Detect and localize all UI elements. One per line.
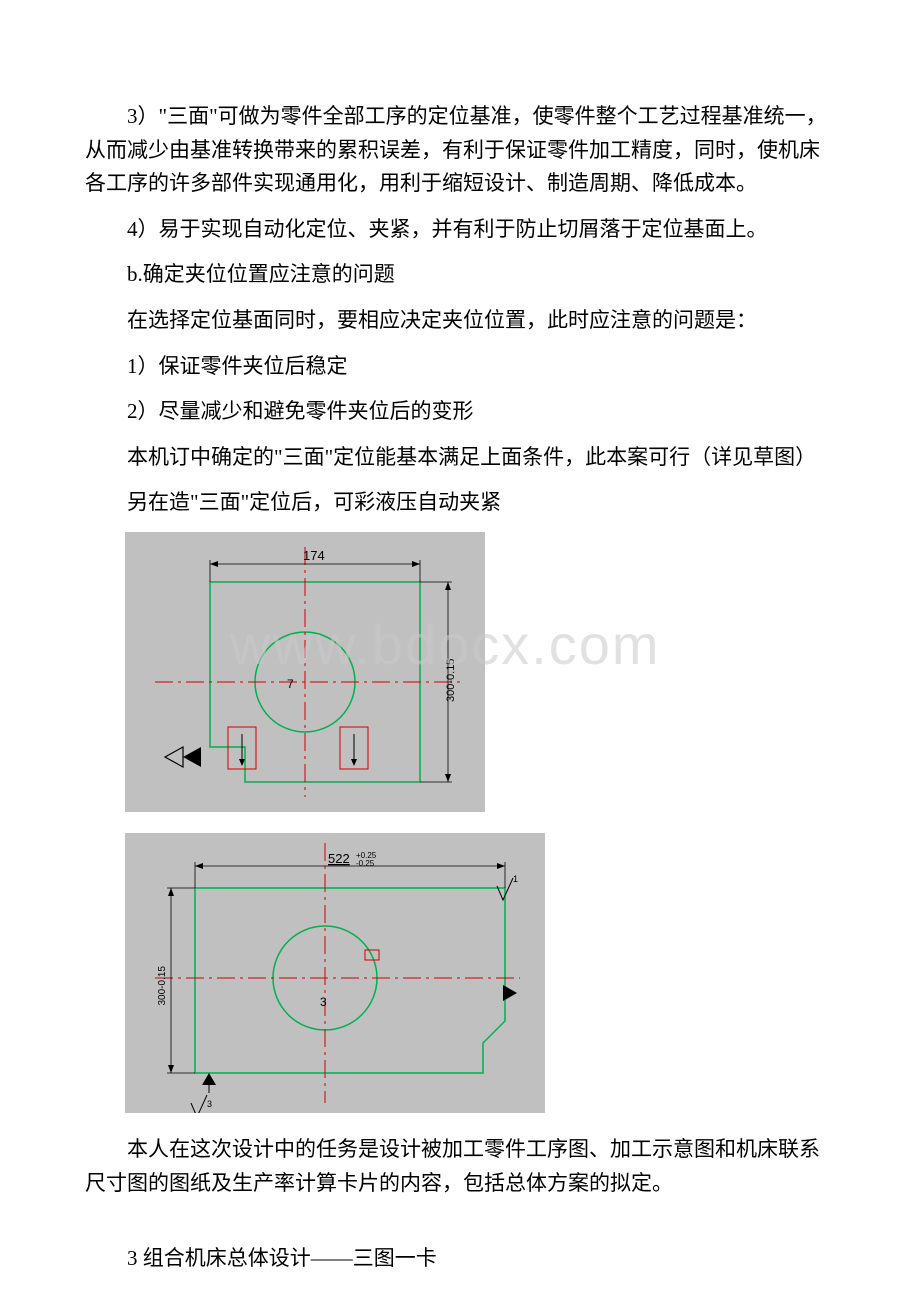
- svg-text:-0.25: -0.25: [356, 859, 375, 868]
- svg-text:300-0.15: 300-0.15: [445, 659, 457, 702]
- svg-text:3: 3: [207, 1099, 212, 1109]
- figure-1-drawing: 7 174 300-0.15: [125, 532, 485, 812]
- paragraph-3: 3）"三面"可做为零件全部工序的定位基准，使零件整个工艺过程基准统一，从而减少由…: [85, 100, 835, 201]
- paragraph-list2: 2）尽量减少和避免零件夹位后的变形: [85, 395, 835, 429]
- paragraph-b: b.确定夹位位置应注意的问题: [85, 258, 835, 292]
- figure-1-container: 7 174 300-0.15: [125, 532, 835, 823]
- svg-text:3: 3: [320, 995, 327, 1009]
- svg-text:300-0.15: 300-0.15: [157, 965, 168, 1005]
- paragraph-4: 4）易于实现自动化定位、夹紧，并有利于防止切屑落于定位基面上。: [85, 213, 835, 247]
- figure-2-drawing: 3522+0.25-0.25300-0.1513: [125, 833, 545, 1113]
- paragraph-list1: 1）保证零件夹位后稳定: [85, 350, 835, 384]
- svg-text:1: 1: [513, 874, 518, 884]
- section-3-heading: 3 组合机床总体设计——三图一卡: [85, 1242, 835, 1276]
- paragraph-hydraulic: 另在造"三面"定位后，可彩液压自动夹紧: [85, 486, 835, 520]
- svg-text:522: 522: [328, 851, 350, 866]
- figure-2-container: 3522+0.25-0.25300-0.1513: [125, 833, 835, 1124]
- paragraph-machine: 本机订中确定的"三面"定位能基本满足上面条件，此本案可行（详见草图）: [85, 441, 835, 475]
- paragraph-select: 在选择定位基面同时，要相应决定夹位位置，此时应注意的问题是：: [85, 304, 835, 338]
- paragraph-task: 本人在这次设计中的任务是设计被加工零件工序图、加工示意图和机床联系尺寸图的图纸及…: [85, 1133, 835, 1200]
- svg-text:7: 7: [287, 677, 294, 691]
- svg-text:174: 174: [303, 548, 325, 563]
